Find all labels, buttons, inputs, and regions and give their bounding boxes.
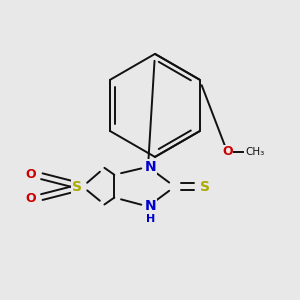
Text: H: H bbox=[146, 214, 156, 224]
Text: O: O bbox=[26, 192, 36, 205]
Text: S: S bbox=[200, 180, 211, 194]
Text: CH₃: CH₃ bbox=[245, 147, 265, 157]
Text: O: O bbox=[26, 168, 36, 181]
Text: S: S bbox=[72, 180, 82, 194]
Text: O: O bbox=[222, 146, 232, 158]
Text: N: N bbox=[145, 160, 157, 174]
Text: N: N bbox=[145, 200, 157, 214]
